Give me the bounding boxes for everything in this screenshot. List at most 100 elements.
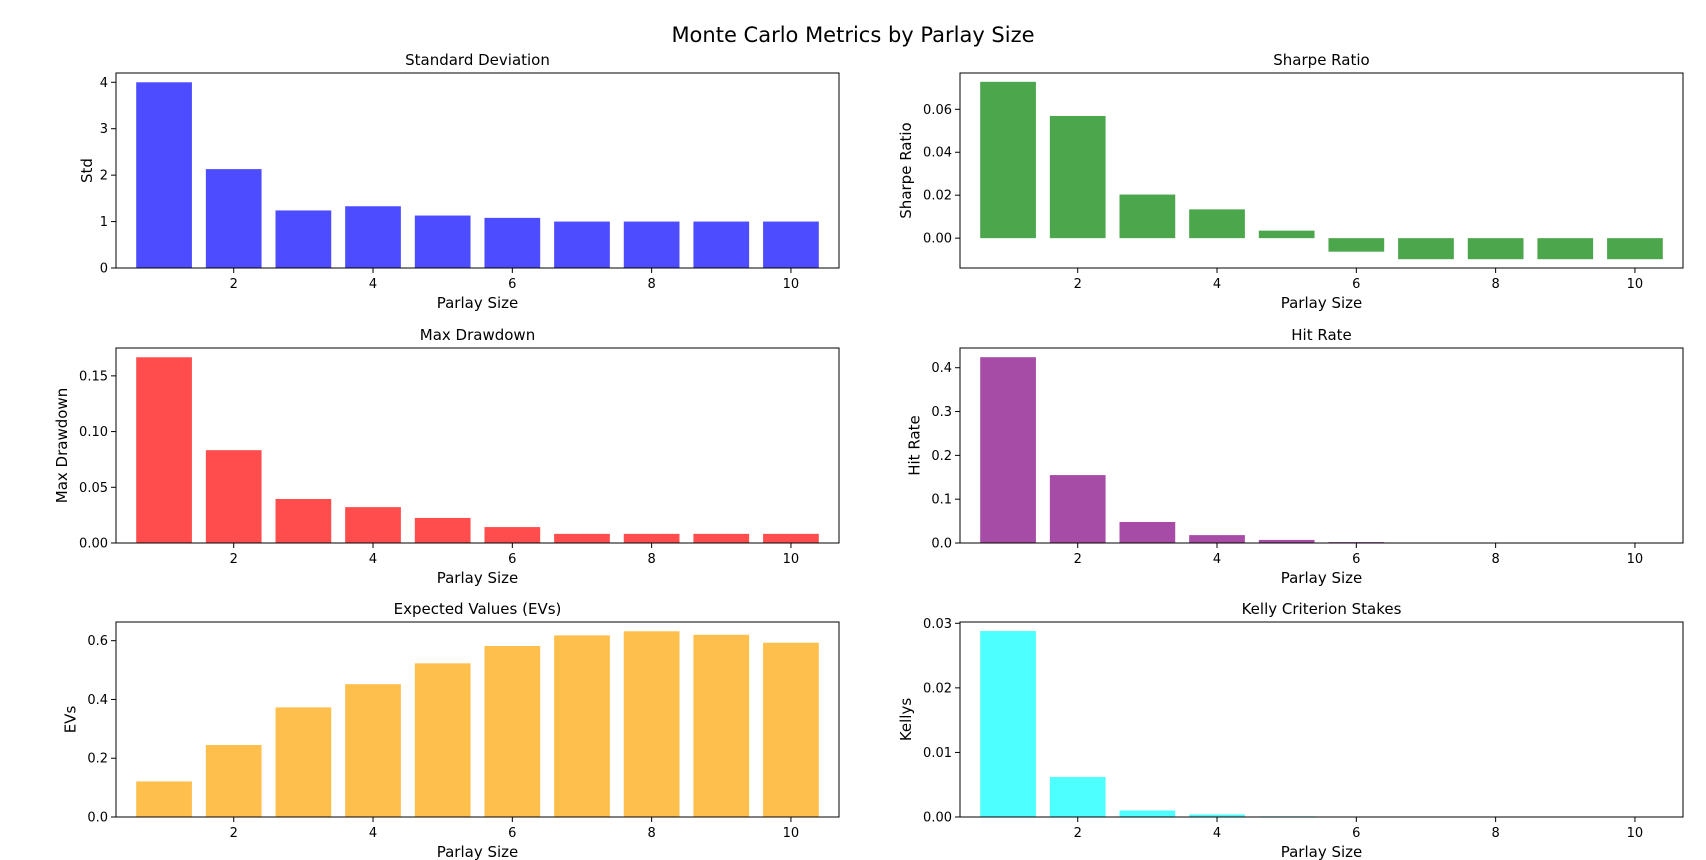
bar-4-4 — [1189, 535, 1245, 543]
bar-4-2 — [1049, 475, 1106, 543]
subplot-title: Kelly Criterion Stakes — [1242, 600, 1402, 618]
y-tick-label: 0.04 — [923, 146, 952, 161]
bar-5-7 — [554, 635, 610, 817]
y-tick-label: 0.00 — [79, 537, 108, 552]
x-tick-label: 4 — [369, 552, 377, 567]
bar-5-9 — [693, 634, 750, 817]
bar-2-4 — [1189, 209, 1245, 239]
bar-2-7 — [1398, 238, 1454, 260]
y-tick-label: 0.05 — [79, 481, 108, 496]
y-tick-label: 3 — [100, 122, 108, 137]
x-axis-label: Parlay Size — [437, 843, 519, 860]
x-tick-label: 2 — [1074, 277, 1082, 292]
y-axis-label: Std — [78, 158, 96, 183]
bar-3-1 — [136, 357, 192, 543]
x-axis-label: Parlay Size — [437, 569, 519, 587]
x-axis-label: Parlay Size — [1281, 569, 1363, 587]
subplot-3: 2 4 6 8 10 0.00 0.05 0.10 0.15 Max Drawdown Parlay… — [53, 326, 840, 587]
y-axis-label: EVs — [61, 706, 79, 734]
subplot-5: 2 4 6 8 10 0.0 0.2 0.4 0.6 Expected Values (EVs) P… — [61, 600, 840, 860]
x-tick-label: 8 — [647, 552, 655, 567]
x-axis-label: Parlay Size — [1281, 294, 1363, 312]
y-tick-label: 2 — [100, 169, 108, 184]
axes-frame — [115, 621, 840, 818]
bar-3-8 — [623, 533, 680, 543]
y-tick-label: 0.4 — [87, 693, 108, 708]
y-tick-label: 0.4 — [931, 361, 952, 376]
bar-4-1 — [980, 357, 1036, 543]
y-tick-label: 4 — [100, 76, 108, 91]
subplot-4: 2 4 6 8 10 0.0 0.1 0.2 0.3 0.4 Hit Rate Parlay Size… — [905, 326, 1684, 587]
bar-2-3 — [1119, 194, 1176, 239]
bar-2-2 — [1049, 115, 1106, 239]
bar-1-5 — [414, 215, 471, 268]
bar-2-8 — [1467, 238, 1524, 260]
subplot-title: Expected Values (EVs) — [394, 600, 562, 618]
bar-5-1 — [136, 781, 192, 817]
y-tick-label: 0.00 — [923, 232, 952, 247]
bar-5-3 — [275, 707, 332, 817]
bar-2-5 — [1258, 230, 1315, 239]
bar-3-7 — [554, 533, 610, 543]
x-tick-label: 8 — [647, 277, 655, 292]
x-tick-label: 10 — [783, 826, 800, 841]
subplot-title: Standard Deviation — [405, 51, 550, 69]
bar-3-2 — [205, 450, 262, 543]
y-tick-label: 0.01 — [923, 746, 952, 761]
bar-3-5 — [414, 517, 471, 543]
bar-6-2 — [1049, 776, 1106, 817]
bar-5-8 — [623, 631, 680, 817]
x-tick-label: 10 — [1627, 552, 1644, 567]
bar-5-10 — [763, 642, 819, 817]
bar-5-5 — [414, 663, 471, 817]
bar-3-4 — [345, 507, 401, 543]
y-tick-label: 0.10 — [79, 425, 108, 440]
x-tick-label: 4 — [369, 277, 377, 292]
bar-3-6 — [484, 527, 541, 543]
axes-frame — [115, 72, 840, 269]
bar-5-4 — [345, 684, 401, 817]
bar-1-3 — [275, 210, 332, 268]
bar-5-2 — [205, 745, 262, 817]
subplot-2: 2 4 6 8 10 0.00 0.02 0.04 0.06 Sharpe Ratio Parlay… — [897, 51, 1684, 312]
bar-1-4 — [345, 206, 401, 268]
bar-3-10 — [763, 533, 819, 543]
x-tick-label: 2 — [230, 826, 238, 841]
subplots-container: 2 4 6 8 10 0 1 2 3 4 Standard Deviation Parlay Size… — [53, 51, 1684, 860]
bar-3-3 — [275, 498, 332, 543]
subplot-title: Sharpe Ratio — [1273, 51, 1369, 69]
x-tick-label: 4 — [369, 826, 377, 841]
y-tick-label: 0.3 — [931, 405, 952, 420]
x-tick-label: 6 — [1352, 552, 1360, 567]
x-tick-label: 10 — [783, 552, 800, 567]
x-tick-label: 2 — [1074, 552, 1082, 567]
x-tick-label: 6 — [1352, 826, 1360, 841]
y-tick-label: 0.02 — [923, 189, 952, 204]
bar-6-3 — [1119, 810, 1176, 817]
y-axis-label: Sharpe Ratio — [897, 122, 915, 218]
y-tick-label: 0.06 — [923, 103, 952, 118]
y-tick-label: 0.03 — [923, 617, 952, 632]
bar-3-9 — [693, 533, 750, 543]
x-tick-label: 2 — [230, 552, 238, 567]
y-tick-label: 1 — [100, 215, 108, 230]
bar-1-6 — [484, 217, 541, 268]
axes-frame — [959, 72, 1684, 269]
x-tick-label: 6 — [508, 826, 516, 841]
y-tick-label: 0.0 — [931, 537, 952, 552]
x-tick-label: 6 — [1352, 277, 1360, 292]
x-tick-label: 10 — [1627, 277, 1644, 292]
y-tick-label: 0.0 — [87, 811, 108, 826]
y-tick-label: 0.6 — [87, 634, 108, 649]
y-axis-label: Kellys — [897, 698, 915, 742]
figure-title: Monte Carlo Metrics by Parlay Size — [671, 23, 1034, 47]
bar-1-10 — [763, 221, 819, 268]
x-tick-label: 4 — [1213, 826, 1221, 841]
y-tick-label: 0.2 — [931, 449, 952, 464]
x-tick-label: 8 — [1491, 826, 1499, 841]
y-tick-label: 0.2 — [87, 752, 108, 767]
y-tick-label: 0.02 — [923, 681, 952, 696]
